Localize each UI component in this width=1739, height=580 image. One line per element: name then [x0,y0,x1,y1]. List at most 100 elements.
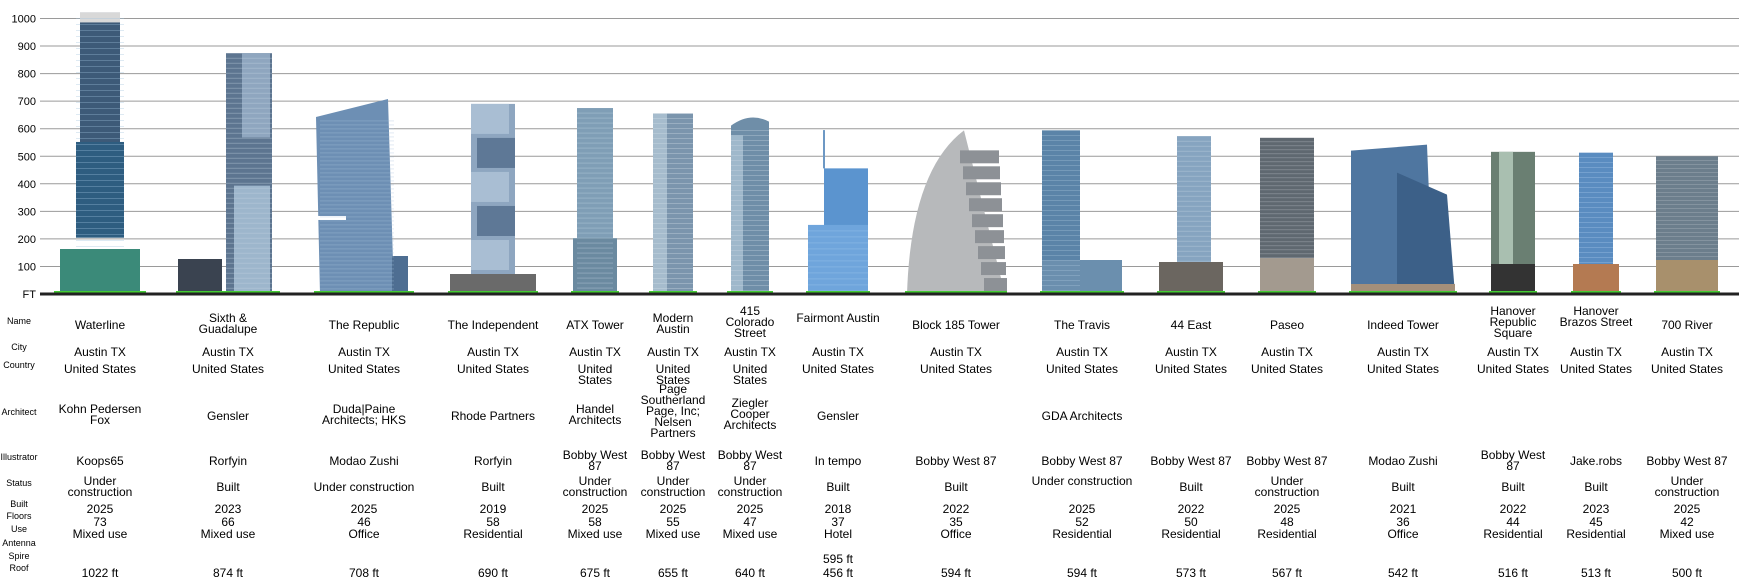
cell-floors-river: 42 [1680,515,1694,529]
cell-built-paseo: 2025 [1273,502,1301,516]
cell-illustrator-river: Bobby West 87 [1646,454,1728,468]
cell-country-sixth: United States [191,362,265,376]
cell-name-river: 700 River [1661,318,1713,332]
row-label-country: Country [3,360,35,370]
cell-status-republic: Under construction [313,480,415,494]
cell-architect-modern: Page Southerland Page, Inc; Nelsen Partn… [640,382,706,440]
cell-city-independent: Austin TX [467,345,519,359]
cell-city-river: Austin TX [1661,345,1713,359]
cell-name-indeed: Indeed Tower [1367,318,1439,332]
cell-illustrator-colorado: Bobby West 87 [717,448,783,473]
building-fairmont [808,130,868,294]
tick-label-400: 400 [18,179,36,191]
cell-built-sixth: 2023 [214,502,242,516]
building-sixth [178,53,272,295]
cell-status-block185: Built [944,480,968,494]
cell-city-paseo: Austin TX [1261,345,1313,359]
cell-built-republic: 2025 [350,502,378,516]
row-label-architect: Architect [1,407,37,417]
building-east44 [1159,136,1223,294]
row-label-city: City [11,342,27,352]
cell-built-independent: 2019 [479,502,507,516]
cell-built-hanover: 2022 [1499,502,1527,516]
cell-architect-waterline: Kohn Pedersen Fox [58,402,142,427]
cell-use-waterline: Mixed use [72,527,128,541]
cell-country-block185: United States [919,362,993,376]
cell-roof-colorado: 640 ft [734,566,766,580]
cell-use-brazos: Residential [1566,527,1626,541]
cell-city-travis: Austin TX [1056,345,1108,359]
row-label-roof: Roof [9,563,29,573]
cell-illustrator-travis: Bobby West 87 [1041,454,1123,468]
cell-country-modern: United States [655,362,691,387]
cell-floors-colorado: 47 [743,515,757,529]
building-atx [573,108,617,294]
cell-status-hanover: Built [1501,480,1525,494]
cell-city-waterline: Austin TX [74,345,126,359]
cell-country-river: United States [1650,362,1724,376]
cell-roof-republic: 708 ft [348,566,380,580]
cell-roof-independent: 690 ft [477,566,509,580]
cell-floors-east44: 50 [1184,515,1198,529]
cell-status-sixth: Built [216,480,240,494]
cell-architect-travis: GDA Architects [1041,409,1123,423]
building-silhouettes [60,12,1718,295]
cell-city-east44: Austin TX [1165,345,1217,359]
cell-name-travis: The Travis [1053,318,1110,332]
cell-illustrator-republic: Modao Zushi [329,454,399,468]
building-indeed [1351,144,1455,294]
cell-architect-colorado: Ziegler Cooper Architects [723,396,777,432]
cell-illustrator-hanover: Bobby West 87 [1480,448,1546,473]
cell-country-independent: United States [456,362,530,376]
building-colorado [731,117,769,294]
cell-architect-republic: Duda|Paine Architects; HKS [321,402,407,427]
cell-use-east44: Residential [1161,527,1221,541]
cell-country-travis: United States [1045,362,1119,376]
cell-built-river: 2025 [1673,502,1701,516]
cell-built-block185: 2022 [942,502,970,516]
tick-label-300: 300 [18,206,36,218]
cell-architect-independent: Rhode Partners [450,409,536,423]
cell-floors-republic: 46 [357,515,371,529]
cell-city-hanover: Austin TX [1487,345,1539,359]
building-modern [653,113,693,294]
cell-name-republic: The Republic [328,318,400,332]
cell-name-east44: 44 East [1170,318,1212,332]
cell-status-atx: Under construction [562,474,628,499]
cell-illustrator-modern: Bobby West 87 [640,448,706,473]
cell-use-hanover: Residential [1483,527,1543,541]
cell-illustrator-block185: Bobby West 87 [915,454,997,468]
tick-label-800: 800 [18,69,36,81]
cell-floors-modern: 55 [666,515,680,529]
cell-roof-east44: 573 ft [1175,566,1207,580]
cell-country-paseo: United States [1250,362,1324,376]
cell-architect-sixth: Gensler [206,409,250,423]
cell-city-atx: Austin TX [569,345,621,359]
cell-floors-travis: 52 [1075,515,1089,529]
cell-city-fairmont: Austin TX [812,345,864,359]
tick-label-600: 600 [18,124,36,136]
tick-label-900: 900 [18,41,36,53]
cell-use-travis: Residential [1052,527,1112,541]
cell-status-indeed: Built [1391,480,1415,494]
cell-city-sixth: Austin TX [202,345,254,359]
cell-status-travis: Under construction [1031,474,1133,488]
cell-status-waterline: Under construction [67,474,133,499]
cell-use-modern: Mixed use [645,527,701,541]
cell-roof-travis: 594 ft [1066,566,1098,580]
cell-built-east44: 2022 [1177,502,1205,516]
cell-use-republic: Office [348,527,380,541]
cell-country-hanover: United States [1476,362,1550,376]
cell-name-colorado: 415 Colorado Street [725,304,775,340]
cell-use-independent: Residential [463,527,523,541]
cell-name-block185: Block 185 Tower [912,318,1000,332]
cell-floors-paseo: 48 [1280,515,1294,529]
cell-illustrator-atx: Bobby West 87 [562,448,628,473]
cell-floors-fairmont: 37 [831,515,845,529]
axis-unit-label: FT [23,289,37,300]
cell-built-atx: 2025 [581,502,609,516]
cell-illustrator-sixth: Rorfyin [208,454,247,468]
cell-roof-sixth: 874 ft [212,566,244,580]
cell-status-independent: Built [481,480,505,494]
row-label-use: Use [10,524,27,534]
